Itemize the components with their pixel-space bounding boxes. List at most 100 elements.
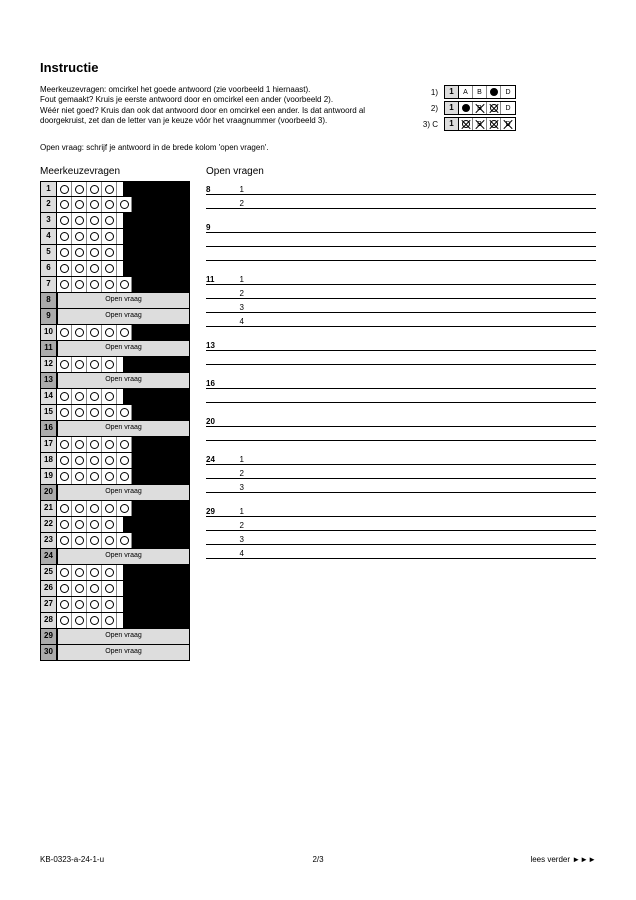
mc-bubble[interactable] (117, 453, 132, 468)
mc-bubble[interactable] (87, 581, 102, 596)
mc-bubble[interactable] (57, 182, 72, 196)
mc-bubble[interactable] (72, 405, 87, 420)
mc-bubble[interactable] (72, 245, 87, 260)
mc-bubble[interactable] (102, 533, 117, 548)
mc-bubble[interactable] (57, 277, 72, 292)
mc-bubble[interactable] (87, 501, 102, 516)
mc-bubble[interactable] (87, 197, 102, 212)
mc-bubble[interactable] (57, 597, 72, 612)
mc-bubble[interactable] (57, 613, 72, 628)
open-line[interactable]: 291 (206, 503, 596, 517)
mc-bubble[interactable] (102, 277, 117, 292)
mc-bubble[interactable] (57, 533, 72, 548)
mc-bubble[interactable] (87, 325, 102, 340)
open-line[interactable]: 3 (206, 299, 596, 313)
open-line[interactable] (206, 389, 596, 403)
mc-bubble[interactable] (87, 533, 102, 548)
mc-bubble[interactable] (72, 501, 87, 516)
mc-bubble[interactable] (117, 437, 132, 452)
mc-bubble[interactable] (102, 453, 117, 468)
mc-bubble[interactable] (72, 389, 87, 404)
mc-bubble[interactable] (117, 277, 132, 292)
open-line[interactable]: 3 (206, 479, 596, 493)
mc-bubble[interactable] (57, 197, 72, 212)
mc-bubble[interactable] (57, 517, 72, 532)
mc-bubble[interactable] (72, 325, 87, 340)
mc-bubble[interactable] (72, 437, 87, 452)
mc-bubble[interactable] (72, 213, 87, 228)
open-line[interactable]: 2 (206, 285, 596, 299)
mc-bubble[interactable] (102, 613, 117, 628)
mc-bubble[interactable] (57, 405, 72, 420)
open-line[interactable]: 2 (206, 195, 596, 209)
mc-bubble[interactable] (87, 213, 102, 228)
mc-bubble[interactable] (87, 613, 102, 628)
open-line[interactable] (206, 427, 596, 441)
mc-bubble[interactable] (87, 389, 102, 404)
mc-bubble[interactable] (87, 565, 102, 580)
open-line[interactable] (206, 351, 596, 365)
mc-bubble[interactable] (102, 581, 117, 596)
mc-bubble[interactable] (102, 501, 117, 516)
mc-bubble[interactable] (102, 197, 117, 212)
mc-bubble[interactable] (102, 357, 117, 372)
mc-bubble[interactable] (57, 389, 72, 404)
mc-bubble[interactable] (72, 277, 87, 292)
mc-bubble[interactable] (87, 229, 102, 244)
mc-bubble[interactable] (102, 182, 117, 196)
mc-bubble[interactable] (57, 453, 72, 468)
mc-bubble[interactable] (102, 565, 117, 580)
mc-bubble[interactable] (72, 453, 87, 468)
open-line[interactable] (206, 233, 596, 247)
mc-bubble[interactable] (102, 261, 117, 276)
open-line[interactable]: 4 (206, 545, 596, 559)
mc-bubble[interactable] (72, 197, 87, 212)
mc-bubble[interactable] (57, 469, 72, 484)
open-line[interactable]: 81 (206, 181, 596, 195)
mc-bubble[interactable] (87, 261, 102, 276)
mc-bubble[interactable] (87, 597, 102, 612)
open-line[interactable]: 3 (206, 531, 596, 545)
mc-bubble[interactable] (117, 533, 132, 548)
mc-bubble[interactable] (72, 261, 87, 276)
mc-bubble[interactable] (57, 357, 72, 372)
mc-bubble[interactable] (87, 277, 102, 292)
mc-bubble[interactable] (72, 182, 87, 196)
mc-bubble[interactable] (102, 437, 117, 452)
mc-bubble[interactable] (102, 229, 117, 244)
open-line[interactable] (206, 247, 596, 261)
mc-bubble[interactable] (72, 357, 87, 372)
mc-bubble[interactable] (57, 229, 72, 244)
open-line[interactable]: 13 (206, 337, 596, 351)
mc-bubble[interactable] (87, 517, 102, 532)
mc-bubble[interactable] (72, 597, 87, 612)
open-line[interactable]: 2 (206, 465, 596, 479)
mc-bubble[interactable] (57, 245, 72, 260)
open-line[interactable]: 9 (206, 219, 596, 233)
mc-bubble[interactable] (102, 245, 117, 260)
mc-bubble[interactable] (87, 405, 102, 420)
mc-bubble[interactable] (57, 325, 72, 340)
mc-bubble[interactable] (87, 357, 102, 372)
mc-bubble[interactable] (87, 469, 102, 484)
mc-bubble[interactable] (87, 245, 102, 260)
open-line[interactable]: 20 (206, 413, 596, 427)
mc-bubble[interactable] (87, 437, 102, 452)
mc-bubble[interactable] (72, 533, 87, 548)
mc-bubble[interactable] (102, 597, 117, 612)
mc-bubble[interactable] (102, 389, 117, 404)
mc-bubble[interactable] (72, 613, 87, 628)
mc-bubble[interactable] (117, 501, 132, 516)
mc-bubble[interactable] (117, 325, 132, 340)
mc-bubble[interactable] (72, 581, 87, 596)
mc-bubble[interactable] (72, 469, 87, 484)
open-line[interactable]: 4 (206, 313, 596, 327)
mc-bubble[interactable] (72, 517, 87, 532)
open-line[interactable]: 241 (206, 451, 596, 465)
mc-bubble[interactable] (57, 261, 72, 276)
mc-bubble[interactable] (117, 197, 132, 212)
mc-bubble[interactable] (57, 581, 72, 596)
mc-bubble[interactable] (117, 405, 132, 420)
mc-bubble[interactable] (117, 469, 132, 484)
mc-bubble[interactable] (57, 437, 72, 452)
